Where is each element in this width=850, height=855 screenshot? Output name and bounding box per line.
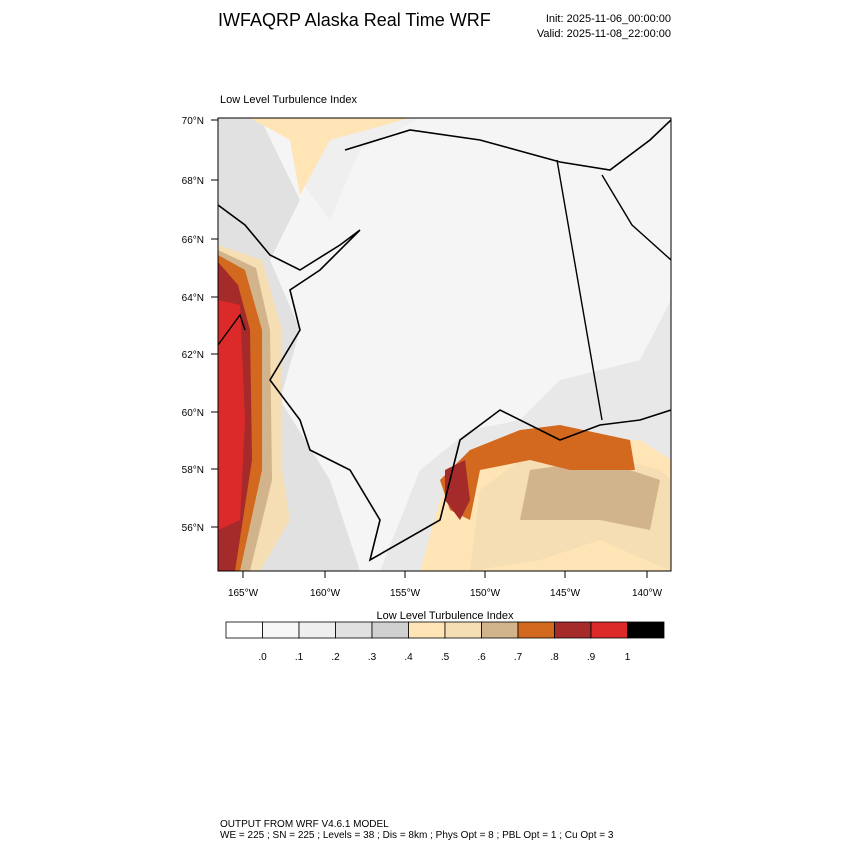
- lat-label: 64°N: [182, 293, 204, 304]
- lat-label: 66°N: [182, 235, 204, 246]
- lat-label: 58°N: [182, 465, 204, 476]
- colorbar-box: [554, 621, 592, 639]
- lon-label: 155°W: [390, 588, 421, 599]
- footer-line: WE = 225 ; SN = 225 ; Levels = 38 ; Dis …: [220, 830, 614, 841]
- lat-label: 62°N: [182, 350, 204, 361]
- colorbar-box: [335, 621, 373, 639]
- lat-label: 70°N: [182, 116, 204, 127]
- init-time: Init: 2025-11-06_00:00:00: [546, 13, 671, 25]
- colorbar-label: .0: [258, 652, 267, 663]
- colorbar-box: [590, 621, 628, 639]
- colorbar-box: [517, 621, 555, 639]
- colorbar-box: [481, 621, 519, 639]
- lon-label: 140°W: [632, 588, 663, 599]
- title: IWFAQRP Alaska Real Time WRF: [218, 10, 491, 30]
- valid-time: Valid: 2025-11-08_22:00:00: [537, 28, 671, 40]
- map-frame: [217, 117, 672, 572]
- colorbar-title: Low Level Turbulence Index: [377, 610, 514, 622]
- colorbar: .0 .1 .2 .3 .4 .5 .6 .7 .8 .9 1: [225, 621, 665, 663]
- colorbar-box: [225, 621, 263, 639]
- colorbar-label: .8: [550, 652, 559, 663]
- colorbar-label: .6: [477, 652, 486, 663]
- lat-label: 56°N: [182, 523, 204, 534]
- colorbar-label: 1: [625, 652, 631, 663]
- lon-label: 160°W: [310, 588, 341, 599]
- colorbar-box: [262, 621, 300, 639]
- lat-lon-labels: 70°N 68°N 66°N 64°N 62°N 60°N 58°N 56°N 165°W 160…: [182, 116, 663, 599]
- colorbar-box: [371, 621, 409, 639]
- colorbar-label: .2: [331, 652, 340, 663]
- map-subtitle: Low Level Turbulence Index: [220, 94, 357, 106]
- lat-label: 68°N: [182, 176, 204, 187]
- map: [218, 118, 671, 571]
- colorbar-label: .4: [404, 652, 413, 663]
- colorbar-label: .7: [514, 652, 523, 663]
- lon-label: 145°W: [550, 588, 581, 599]
- colorbar-label: .9: [587, 652, 596, 663]
- lat-label: 60°N: [182, 408, 204, 419]
- colorbar-box: [298, 621, 336, 639]
- colorbar-label: .1: [295, 652, 304, 663]
- colorbar-label: .5: [441, 652, 450, 663]
- colorbar-box: [444, 621, 482, 639]
- colorbar-box: [408, 621, 446, 639]
- colorbar-box: [627, 621, 665, 639]
- colorbar-label: .3: [368, 652, 377, 663]
- footer-line: OUTPUT FROM WRF V4.6.1 MODEL: [220, 819, 389, 830]
- lon-label: 165°W: [228, 588, 259, 599]
- lon-label: 150°W: [470, 588, 501, 599]
